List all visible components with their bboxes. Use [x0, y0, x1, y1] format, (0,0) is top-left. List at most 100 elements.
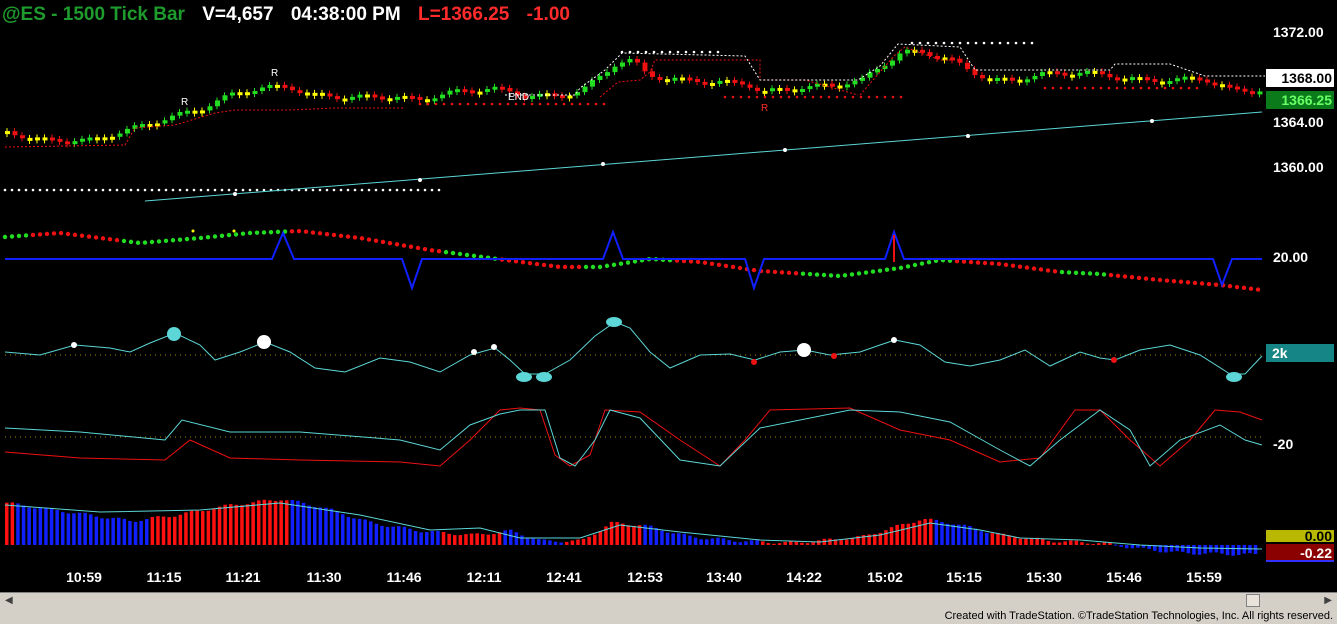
- price-candle: [695, 78, 700, 82]
- price-candle: [560, 95, 565, 99]
- oscillator-dot: [632, 259, 638, 264]
- price-candle: [995, 77, 1000, 81]
- histogram-bar: [492, 534, 496, 545]
- price-candle: [605, 72, 610, 76]
- level-dot: [304, 188, 308, 192]
- level-dot: [157, 188, 161, 192]
- histogram-bar: [777, 543, 782, 545]
- level-dot: [374, 188, 378, 192]
- scrollbar-thumb[interactable]: [1246, 594, 1260, 607]
- oscillator-dot: [184, 236, 190, 242]
- price-candle: [1010, 77, 1015, 81]
- level-dot: [883, 95, 887, 99]
- oscillator-dot: [1255, 287, 1261, 292]
- histogram-bar: [156, 516, 160, 545]
- trailing-stop-line: [4, 107, 405, 148]
- chart-plot-area[interactable]: END R R R: [0, 0, 1265, 592]
- oscillator-dot: [317, 231, 323, 236]
- price-candle: [275, 84, 280, 88]
- price-candle: [327, 93, 333, 97]
- level-dot: [602, 102, 606, 106]
- symbol-label: @ES - 1500 Tick Bar: [2, 4, 185, 25]
- time-tick-label: 11:30: [306, 569, 342, 585]
- chart-window[interactable]: END R R R @ES - 1500 Tick Bar V=4,657 04…: [0, 0, 1337, 592]
- level-dot: [129, 188, 133, 192]
- oscillator-dot: [1143, 276, 1149, 281]
- oscillator-dot: [1003, 262, 1009, 267]
- histogram-bar: [598, 531, 603, 545]
- histogram-bar: [621, 523, 625, 545]
- histogram-bar: [889, 527, 894, 545]
- level-dot: [974, 41, 978, 45]
- signal-marker: [536, 372, 552, 382]
- scroll-left-arrow-icon[interactable]: ◀: [5, 595, 13, 606]
- time-tick-label: 15:30: [1026, 569, 1062, 585]
- oscillator-dot: [1157, 277, 1163, 283]
- histogram-bar: [520, 535, 524, 545]
- oscillator-dot: [226, 232, 232, 238]
- level-dot: [220, 188, 224, 192]
- oscillator-dot: [786, 270, 792, 276]
- price-candle: [710, 82, 715, 86]
- histogram-bar: [1029, 537, 1034, 545]
- price-candle: [447, 90, 453, 95]
- price-candle: [927, 52, 933, 56]
- level-dot: [918, 41, 922, 45]
- oscillator-dot: [387, 240, 393, 246]
- volume-oscillator-pane: [4, 317, 1263, 382]
- oscillator-dot: [877, 268, 883, 273]
- histogram-bar: [464, 534, 468, 545]
- signal-circle: [751, 359, 757, 365]
- level-dot: [676, 50, 680, 54]
- level-dot: [498, 102, 502, 106]
- level-dot: [990, 41, 994, 45]
- price-candle: [1092, 70, 1098, 74]
- level-dot: [771, 95, 775, 99]
- price-candle: [1107, 73, 1113, 78]
- oscillator-dot: [1080, 270, 1086, 276]
- oscillator-dot: [16, 233, 22, 239]
- histogram-bar: [436, 530, 440, 545]
- price-candle: [237, 92, 243, 96]
- price-candle: [50, 137, 55, 141]
- price-candle: [492, 86, 498, 90]
- level-dot: [1043, 86, 1047, 90]
- scroll-right-arrow-icon[interactable]: ▶: [1324, 595, 1332, 606]
- histogram-bar: [878, 532, 883, 545]
- time-tick-label: 15:02: [867, 569, 903, 585]
- oscillator-dot: [149, 239, 155, 245]
- r-annotation: R: [181, 97, 188, 108]
- histogram-bar: [783, 541, 787, 545]
- histogram-bar: [749, 540, 754, 545]
- oscillator-dot: [961, 259, 967, 264]
- histogram-bar: [257, 500, 261, 545]
- price-candle: [290, 86, 295, 91]
- histogram-bar: [273, 500, 278, 545]
- price-candle: [755, 87, 760, 91]
- histogram-bar: [21, 505, 26, 545]
- price-candle: [740, 81, 745, 85]
- histogram-bar: [951, 524, 955, 545]
- price-candle: [267, 85, 273, 89]
- price-candle: [1047, 71, 1053, 75]
- histogram-bar: [1052, 542, 1056, 545]
- price-tick-label: 1372.00: [1273, 24, 1324, 40]
- signal-line: [5, 228, 1262, 292]
- histogram-bar: [430, 531, 435, 545]
- histogram-bar: [1209, 545, 1213, 553]
- last-price-label: L=1366.25: [417, 4, 510, 25]
- level-dot: [80, 188, 84, 192]
- level-dot: [708, 50, 712, 54]
- histogram-bar: [733, 541, 737, 545]
- histogram-bar: [285, 500, 289, 545]
- histogram-bar: [945, 523, 950, 545]
- histogram-bar: [262, 499, 267, 545]
- horizontal-scrollbar[interactable]: ◀ ▶: [0, 592, 1337, 609]
- price-candle: [1137, 77, 1143, 81]
- histogram-bar: [873, 534, 877, 545]
- histogram-bar: [845, 539, 849, 545]
- level-dot: [318, 188, 322, 192]
- price-candle: [155, 123, 160, 127]
- oscillator-dot: [898, 265, 904, 270]
- price-candle: [665, 79, 670, 83]
